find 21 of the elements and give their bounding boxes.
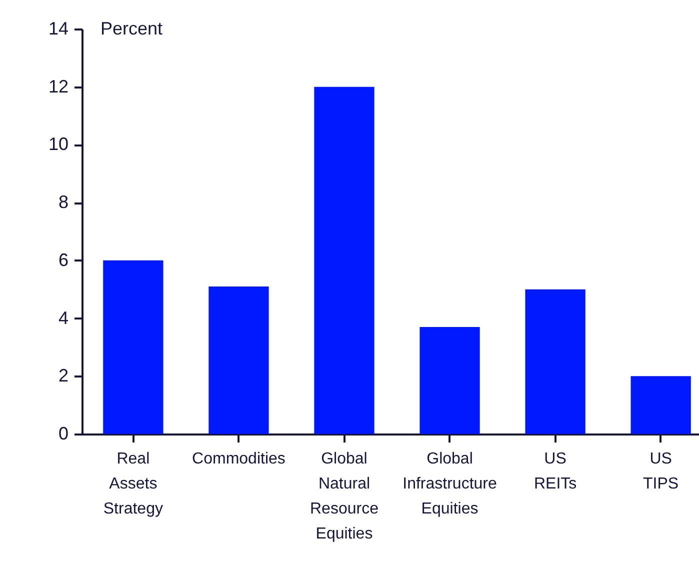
bar xyxy=(314,86,374,434)
x-tick-label: US REITs xyxy=(534,450,577,492)
bar xyxy=(103,260,164,434)
bar xyxy=(630,376,691,434)
y-tick-label: 10 xyxy=(48,134,68,154)
y-tick-label: 12 xyxy=(48,76,68,96)
x-tick-label: US TIPS xyxy=(643,450,679,492)
y-tick-label: 2 xyxy=(58,366,68,386)
x-tick-label: Global Natural Resource Equities xyxy=(310,450,379,542)
y-tick-label: 4 xyxy=(58,308,68,328)
x-tick-label: Global Infrastructure Equities xyxy=(402,450,497,518)
bar xyxy=(525,289,586,434)
x-tick-label: Commodities xyxy=(192,450,286,468)
y-tick-label: 0 xyxy=(58,424,68,444)
y-tick-label: 6 xyxy=(58,250,68,270)
bar xyxy=(208,286,269,434)
y-tick-label: 14 xyxy=(48,18,68,38)
y-tick-label: 8 xyxy=(58,192,68,212)
x-tick-label: Real Assets Strategy xyxy=(103,450,163,518)
y-axis-title: Percent xyxy=(100,18,163,38)
bar xyxy=(420,326,480,434)
